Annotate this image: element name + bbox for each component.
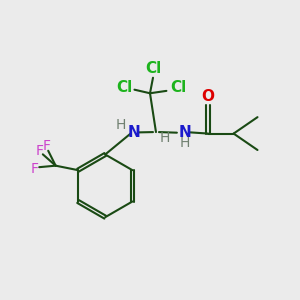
Text: F: F: [31, 162, 39, 176]
Text: N: N: [128, 124, 140, 140]
Text: N: N: [178, 124, 191, 140]
Text: Cl: Cl: [116, 80, 133, 95]
Text: H: H: [180, 136, 190, 150]
Text: Cl: Cl: [145, 61, 161, 76]
Text: Cl: Cl: [170, 80, 187, 95]
Text: F: F: [35, 144, 43, 158]
Text: O: O: [202, 89, 215, 104]
Text: F: F: [43, 139, 51, 153]
Text: H: H: [159, 131, 169, 145]
Text: H: H: [116, 118, 126, 132]
